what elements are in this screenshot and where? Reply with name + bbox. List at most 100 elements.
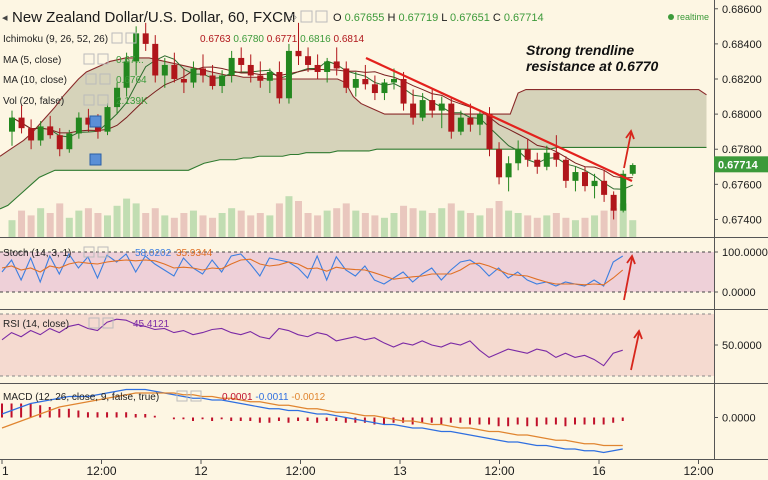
candle-body (572, 172, 579, 181)
annotation-line-2: resistance at 0.6770 (526, 58, 659, 74)
symbol-title[interactable]: New Zealand Dollar/U.S. Dollar, 60, FXCM (12, 9, 295, 26)
legend-settings-icon[interactable] (83, 94, 95, 106)
candle-body (391, 79, 397, 83)
volume-bar (486, 208, 493, 237)
legend-close-icon[interactable] (97, 94, 109, 106)
price-tick-label: 0.68600 (722, 4, 762, 16)
candle-body (505, 163, 512, 178)
price-axis-ticks: 0.68600 0.68400 0.68200 0.68000 0.67800 0.676… (714, 4, 768, 425)
candle-body (295, 50, 302, 57)
volume-bar (304, 213, 312, 237)
candle-body (133, 33, 140, 62)
volume-bar (295, 201, 302, 237)
price-tick-label: 0.68400 (722, 39, 762, 51)
volume-bar (524, 215, 532, 237)
candle-body (476, 114, 483, 125)
volume-bar (237, 210, 245, 237)
volume-bar (571, 220, 579, 237)
volume-bar (94, 213, 102, 237)
vol-value: 2.139K (116, 96, 148, 107)
candle-body (486, 114, 493, 150)
volume-bar (543, 215, 551, 237)
volume-bar (256, 213, 264, 237)
candlesticks (9, 22, 636, 220)
legend-settings-icon[interactable] (89, 153, 102, 166)
candle-body (515, 149, 522, 164)
rsi-label[interactable]: RSI (14, close) (3, 319, 69, 330)
volume-bar (600, 210, 608, 237)
ohlc-label: H (384, 12, 398, 24)
candle-body (553, 152, 560, 160)
legend-close-icon[interactable] (190, 390, 202, 402)
vol-label[interactable]: Vol (20, false) (3, 96, 64, 107)
ichimoku-value: 0.6814 (331, 34, 365, 45)
volume-bar (333, 208, 341, 237)
volume-bar (466, 213, 474, 237)
candle-body (161, 64, 168, 76)
ma10-line (11, 66, 633, 179)
legend-settings-icon[interactable] (111, 32, 123, 44)
stoch-band (0, 252, 714, 292)
candle-body (85, 117, 92, 125)
candle-body (352, 79, 359, 88)
candle-body (200, 68, 206, 76)
close-icon[interactable] (315, 10, 328, 23)
candle-body (56, 135, 63, 150)
candle-body (9, 117, 15, 132)
legend-settings-icon[interactable] (88, 317, 100, 329)
settings-icon[interactable] (300, 10, 313, 23)
cloud-lower-line (0, 146, 707, 210)
legend-settings-icon[interactable] (83, 246, 95, 258)
candle-body (219, 75, 226, 87)
time-tick-label: 12:00 (285, 464, 315, 478)
candle-body (582, 172, 588, 187)
legend-close-icon[interactable] (97, 53, 109, 65)
realtime-dot-icon (668, 14, 674, 20)
ichimoku-label[interactable]: Ichimoku (9, 26, 52, 26) (3, 34, 108, 45)
stoch-d-line (1, 258, 624, 286)
volume-bar (629, 220, 637, 237)
candle-body (610, 194, 617, 211)
volume-bars (8, 196, 637, 237)
chart-header: ◂ New Zealand Dollar/U.S. Dollar, 60, FX… (2, 9, 709, 26)
ma5-label[interactable]: MA (5, close) (3, 55, 61, 66)
macd-signal-line (1, 392, 623, 447)
moving-averages (11, 55, 633, 190)
candle-body (448, 103, 455, 132)
legend-close-icon[interactable] (102, 317, 114, 329)
candle-body (381, 82, 388, 94)
legend-close-icon[interactable] (125, 32, 137, 44)
candle-body (410, 103, 417, 118)
legend-settings-icon[interactable] (85, 73, 97, 85)
legend-settings-icon[interactable] (83, 53, 95, 65)
legend-settings-icon[interactable] (176, 390, 188, 402)
candle-body (171, 64, 178, 79)
rsi-value: 45.4121 (133, 319, 170, 330)
legend-close-icon[interactable] (97, 246, 109, 258)
candle-body (419, 100, 426, 118)
volume-bar (438, 208, 446, 237)
macd-label[interactable]: MACD (12, 26, close, 9, false, true) (3, 392, 159, 403)
legend-settings-icon[interactable] (89, 115, 102, 128)
candle-body (601, 180, 608, 195)
macd-tick-label: 0.0000 (722, 413, 756, 425)
volume-bar (342, 203, 350, 237)
legend-close-icon[interactable] (99, 73, 111, 85)
candle-body (123, 61, 130, 88)
volume-bar (323, 210, 331, 237)
ohlc-readout: O 0.67655 H 0.67719 L 0.67651 C 0.67714 (333, 12, 544, 24)
volume-bar (505, 210, 513, 237)
rsi-line (1, 318, 623, 367)
resistance-trendline[interactable] (365, 57, 633, 182)
stoch-label[interactable]: Stoch (14, 3, 1) (3, 248, 71, 259)
ma10-label[interactable]: MA (10, close) (3, 75, 67, 86)
symbol-dropdown-icon[interactable]: ◇ (289, 12, 297, 23)
ma5-line (11, 55, 633, 190)
collapse-arrow-icon[interactable]: ◂ (2, 12, 8, 24)
candle-body (534, 159, 541, 167)
candle-body (333, 61, 340, 69)
candle-body (180, 79, 187, 83)
annotation-line-1: Strong trendline (526, 42, 634, 58)
candle-body (190, 68, 197, 83)
